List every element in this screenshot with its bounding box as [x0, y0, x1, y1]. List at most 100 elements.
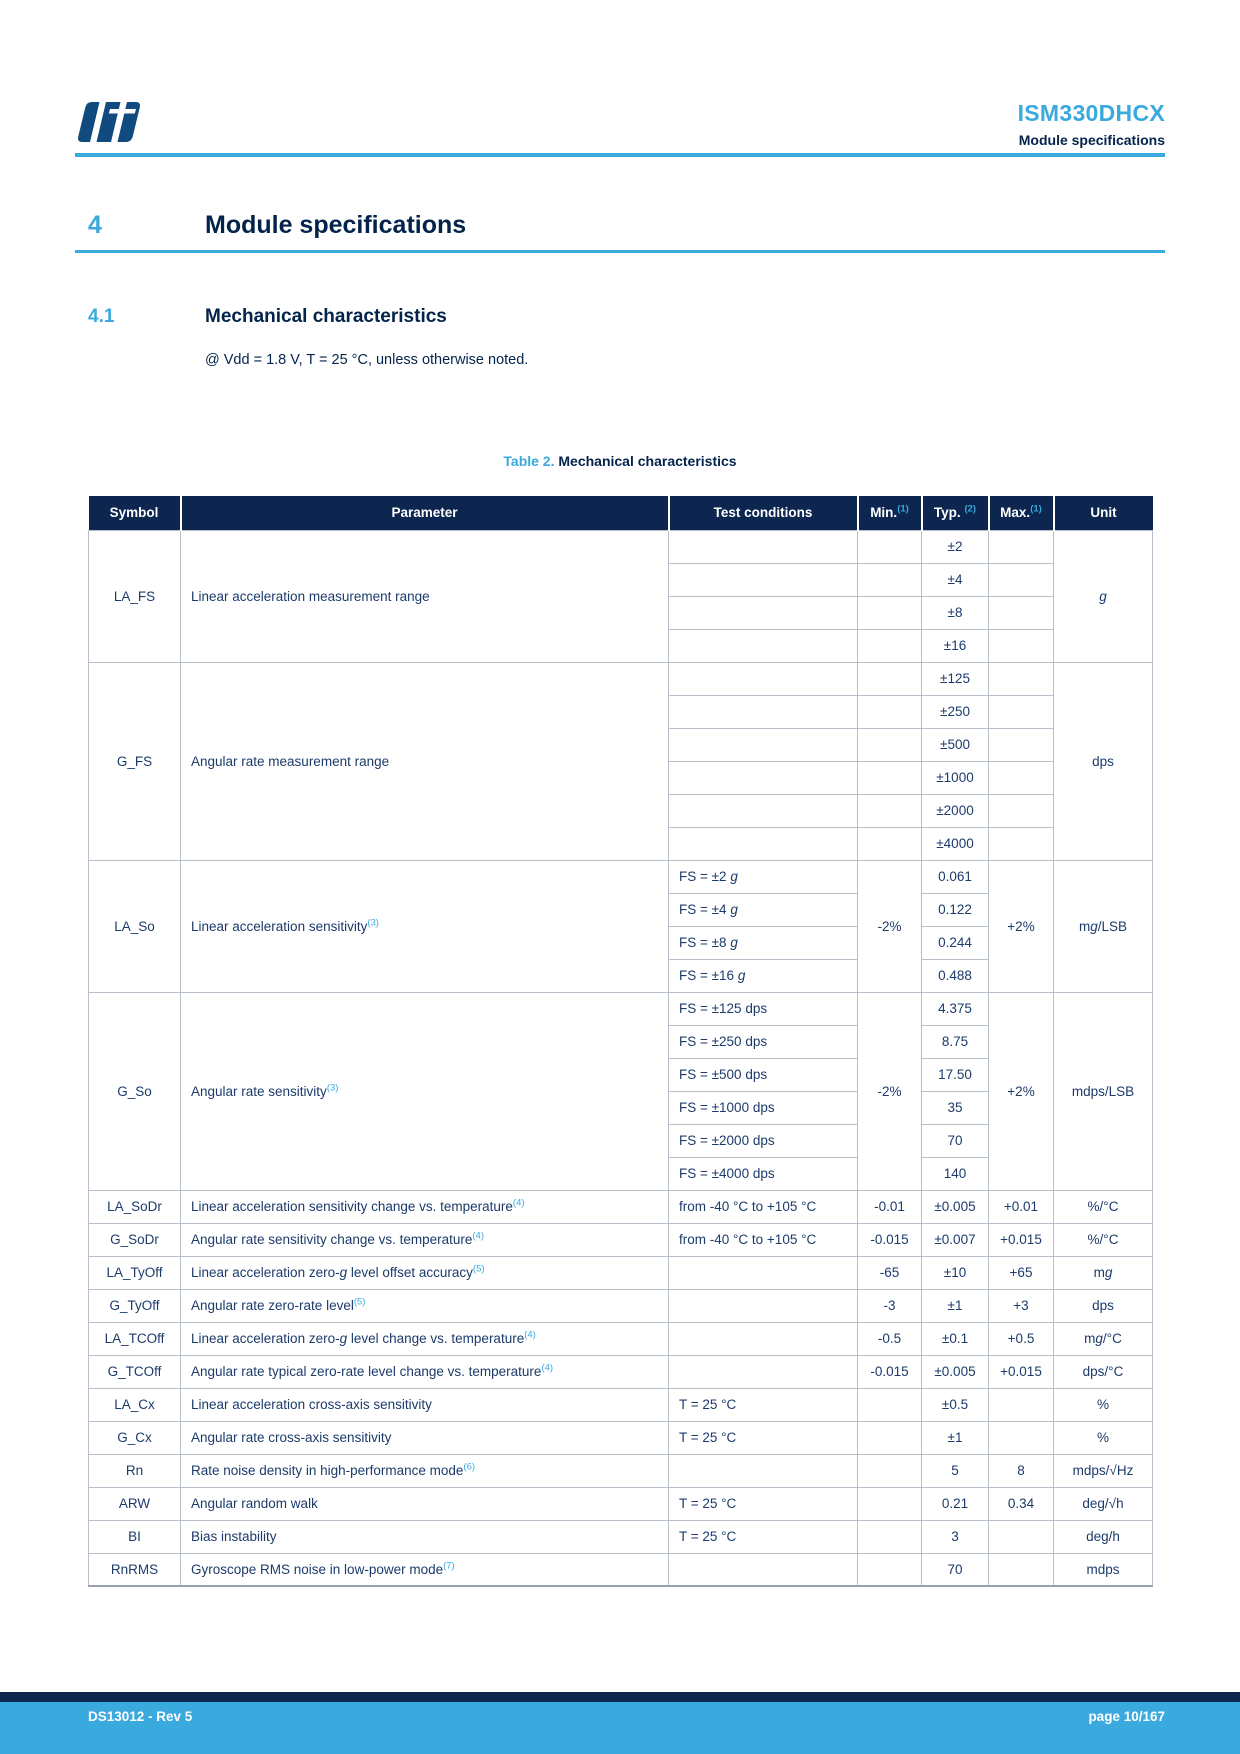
table-cell: 0.061 — [921, 859, 989, 894]
table-cell: ±4000 — [921, 826, 989, 861]
table-cell: Linear acceleration measurement range — [180, 529, 669, 663]
table-cell — [668, 727, 858, 762]
table-cell: +0.015 — [988, 1354, 1054, 1389]
table-row: FS = ±4 g 0.122 — [89, 892, 1153, 927]
table-cell — [988, 727, 1054, 762]
table-cell: ±0.007 — [921, 1222, 989, 1257]
table-caption-label: Table 2. — [503, 453, 555, 469]
table-cell: mdps — [1053, 1552, 1153, 1587]
table-row: LA_TyOff Linear acceleration zero-g level… — [88, 1255, 1153, 1290]
column-header: Max.(1) — [988, 496, 1055, 530]
table-cell: -65 — [857, 1255, 922, 1290]
table-cell: G_SoDr — [88, 1222, 181, 1257]
table-cell: G_So — [88, 991, 181, 1191]
mechanical-characteristics-table: Symbol Parameter Test conditions Min.(1) Typ… — [88, 496, 1153, 1587]
section-heading: 4 Module specifications — [88, 211, 1165, 240]
table-cell — [857, 628, 922, 663]
table-cell: ±1 — [921, 1420, 989, 1455]
table-row: LA_So Linear acceleration sensitivity(3) F… — [88, 859, 1153, 993]
table-cell — [668, 529, 858, 564]
table-row: Rn Rate noise density in high-performance… — [88, 1453, 1153, 1488]
table-cell: from -40 °C to +105 °C — [668, 1222, 858, 1257]
table-cell — [988, 1420, 1054, 1455]
table-cell: FS = ±4 g — [668, 892, 858, 927]
table-cell — [857, 1453, 922, 1488]
table-row: G_TyOff Angular rate zero-rate level(5) -3… — [88, 1288, 1153, 1323]
table-row: G_Cx Angular rate cross-axis sensitivity T… — [88, 1420, 1153, 1455]
table-row: RnRMS Gyroscope RMS noise in low-power mo… — [88, 1552, 1153, 1587]
table-cell: G_FS — [88, 661, 181, 861]
table-cell: %/°C — [1053, 1222, 1153, 1257]
column-header: Min.(1) — [857, 496, 923, 530]
table-row: FS = ±500 dps 17.50 — [89, 1057, 1153, 1092]
table-cell: 8 — [988, 1453, 1054, 1488]
table-cell: -0.015 — [857, 1354, 922, 1389]
table-row: ±1000 — [89, 760, 1153, 795]
st-logo — [78, 102, 140, 142]
table-cell: %/°C — [1053, 1189, 1153, 1224]
table-cell — [668, 1354, 858, 1389]
table-cell — [857, 727, 922, 762]
table-cell: LA_Cx — [88, 1387, 181, 1422]
table-cell: FS = ±4000 dps — [668, 1156, 858, 1191]
section-rule — [75, 250, 1165, 253]
column-header: Typ. (2) — [921, 496, 990, 530]
table-cell: ±500 — [921, 727, 989, 762]
table-cell: Angular rate measurement range — [180, 661, 669, 861]
section-title: Module specifications — [205, 211, 467, 239]
table-cell: dps — [1053, 1288, 1153, 1323]
table-cell: G_Cx — [88, 1420, 181, 1455]
table-cell — [857, 1552, 922, 1587]
table-row: ARW Angular random walk T = 25 °C 0.21 0.34 d… — [88, 1486, 1153, 1521]
table-cell: ±4 — [921, 562, 989, 597]
table-cell: +3 — [988, 1288, 1054, 1323]
table-cell: FS = ±2 g — [668, 859, 858, 894]
table-cell: mg — [1053, 1255, 1153, 1290]
table-cell: deg/√h — [1053, 1486, 1153, 1521]
subsection-title: Mechanical characteristics — [205, 306, 447, 327]
table-row: LA_Cx Linear acceleration cross-axis sens… — [88, 1387, 1153, 1422]
table-row: G_SoDr Angular rate sensitivity change vs… — [88, 1222, 1153, 1257]
table-cell — [668, 826, 858, 861]
table-cell — [988, 826, 1054, 861]
table-cell — [988, 661, 1054, 696]
table-row: G_So Angular rate sensitivity(3) FS = ±125… — [88, 991, 1153, 1191]
table-cell: Linear acceleration sensitivity change v… — [180, 1189, 669, 1224]
table-cell: -2% — [857, 991, 922, 1191]
table-cell: ±0.1 — [921, 1321, 989, 1356]
table-cell: 0.34 — [988, 1486, 1054, 1521]
table-cell: Linear acceleration zero-g level change … — [180, 1321, 669, 1356]
table-cell: +65 — [988, 1255, 1054, 1290]
table-cell: LA_SoDr — [88, 1189, 181, 1224]
table-cell — [668, 628, 858, 663]
table-cell: 0.21 — [921, 1486, 989, 1521]
table-cell: mdps/√Hz — [1053, 1453, 1153, 1488]
table-cell: ±10 — [921, 1255, 989, 1290]
table-row: FS = ±8 g 0.244 — [89, 925, 1153, 960]
table-row: LA_FS Linear acceleration measurement ran… — [88, 529, 1153, 663]
table-cell: RnRMS — [88, 1552, 181, 1587]
subsection-heading: 4.1 Mechanical characteristics — [88, 306, 447, 328]
table-cell — [857, 826, 922, 861]
table-cell — [857, 595, 922, 630]
table-cell — [668, 1453, 858, 1488]
table-cell: BI — [88, 1519, 181, 1554]
table-cell: 8.75 — [921, 1024, 989, 1059]
table-cell — [988, 1387, 1054, 1422]
table-row: ±8 — [89, 595, 1153, 630]
table-cell — [988, 760, 1054, 795]
table-cell: Linear acceleration zero-g level offset … — [180, 1255, 669, 1290]
table-cell — [668, 595, 858, 630]
table-cell: -2% — [857, 859, 922, 993]
footer-page-number: page 10/167 — [1088, 1709, 1165, 1724]
table-cell: Angular rate cross-axis sensitivity — [180, 1420, 669, 1455]
table-cell: T = 25 °C — [668, 1486, 858, 1521]
table-cell: -3 — [857, 1288, 922, 1323]
table-cell: mg/°C — [1053, 1321, 1153, 1356]
product-title: ISM330DHCX — [1017, 100, 1165, 126]
table-row: FS = ±4000 dps 140 — [89, 1156, 1153, 1191]
table-cell — [988, 628, 1054, 663]
table-cell: 140 — [921, 1156, 989, 1191]
table-cell: Rn — [88, 1453, 181, 1488]
